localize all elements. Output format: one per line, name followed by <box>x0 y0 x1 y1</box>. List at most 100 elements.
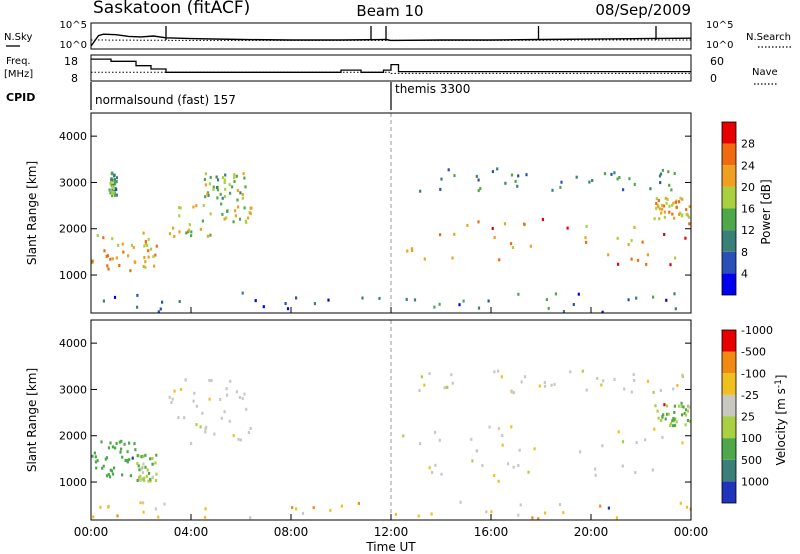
nave-label: Nave <box>752 67 778 78</box>
heatmap-cell <box>178 230 181 234</box>
heatmap-cell <box>600 383 603 387</box>
heatmap-cell <box>102 236 105 240</box>
heatmap-cell <box>204 195 207 199</box>
heatmap-cell <box>646 253 649 257</box>
heatmap-cell <box>656 204 659 208</box>
heatmap-cell <box>144 453 147 457</box>
heatmap-cell <box>154 253 157 257</box>
heatmap-cell <box>111 194 114 198</box>
heatmap-cell <box>689 507 691 511</box>
heatmap-cell <box>147 255 150 259</box>
heatmap-cell <box>510 390 513 394</box>
heatmap-cell <box>340 504 343 508</box>
heatmap-cell <box>295 507 298 511</box>
heatmap-cell <box>686 409 689 413</box>
heatmap-cell <box>220 416 223 420</box>
heatmap-cell <box>154 479 158 482</box>
power-colorbar-tick: 4 <box>741 267 748 280</box>
heatmap-cell <box>628 177 631 181</box>
heatmap-cell <box>678 213 681 216</box>
heatmap-cell <box>215 175 218 179</box>
heatmap-cell <box>203 178 206 181</box>
power-colorbar-segment <box>722 165 736 187</box>
heatmap-cell <box>686 419 690 422</box>
heatmap-cell <box>243 206 246 210</box>
heatmap-cell <box>113 173 116 177</box>
heatmap-cell <box>514 179 517 183</box>
heatmap-cell <box>229 191 232 195</box>
heatmap-cell <box>115 193 118 197</box>
heatmap-cell <box>153 264 156 268</box>
heatmap-cell <box>501 443 504 447</box>
heatmap-cell <box>149 247 153 251</box>
heatmap-cell <box>95 466 98 470</box>
heatmap-cell <box>223 410 226 414</box>
heatmap-cell <box>193 391 196 395</box>
heatmap-cell <box>204 507 207 511</box>
noise-right-tick-top: 10^5 <box>706 20 733 31</box>
heatmap-cell <box>559 185 562 189</box>
power-colorbar-segment <box>722 186 736 209</box>
heatmap-cell <box>139 474 142 478</box>
heatmap-cell <box>226 209 229 213</box>
heatmap-cell <box>688 222 691 226</box>
heatmap-cell <box>684 408 688 412</box>
heatmap-cell <box>168 232 172 236</box>
heatmap-cell <box>192 205 195 209</box>
heatmap-cell <box>529 244 532 248</box>
heatmap-cell <box>233 173 236 177</box>
heatmap-cell <box>644 438 647 442</box>
heatmap-cell <box>143 244 146 248</box>
heatmap-cell <box>249 206 252 210</box>
heatmap-cell <box>450 373 453 377</box>
heatmap-cell <box>121 242 124 246</box>
heatmap-cell <box>110 180 113 184</box>
heatmap-cell <box>451 256 454 260</box>
heatmap-cell <box>428 372 431 376</box>
heatmap-cell <box>121 455 124 459</box>
heatmap-cell <box>115 176 119 180</box>
heatmap-cell <box>458 303 461 307</box>
heatmap-cell <box>183 416 186 420</box>
heatmap-cell <box>657 199 660 202</box>
heatmap-cell <box>140 467 143 471</box>
heatmap-cell <box>671 419 674 423</box>
power-ytick-label: 1000 <box>59 269 87 282</box>
heatmap-cell <box>236 198 239 202</box>
heatmap-cell <box>622 188 625 192</box>
heatmap-cell <box>217 178 220 182</box>
heatmap-cell <box>159 307 162 311</box>
heatmap-cell <box>673 404 676 408</box>
heatmap-cell <box>243 176 246 180</box>
heatmap-cell <box>224 173 227 177</box>
power-colorbar-tick: 28 <box>741 138 755 151</box>
heatmap-cell <box>512 391 516 395</box>
heatmap-cell <box>669 422 673 426</box>
heatmap-cell <box>139 478 142 482</box>
heatmap-cell <box>143 256 146 259</box>
heatmap-cell <box>671 424 675 428</box>
heatmap-cell <box>635 441 638 445</box>
heatmap-cell <box>118 264 121 267</box>
heatmap-cell <box>329 508 332 512</box>
heatmap-cell <box>487 299 490 303</box>
heatmap-cell <box>232 434 235 438</box>
heatmap-cell <box>241 396 244 400</box>
noise-series-nsky <box>90 33 692 47</box>
heatmap-cell <box>247 431 250 434</box>
heatmap-cell <box>659 181 662 185</box>
heatmap-cell <box>668 183 671 187</box>
heatmap-cell <box>233 176 236 180</box>
heatmap-cell <box>676 384 679 387</box>
nsearch-label: N.Search <box>746 32 791 43</box>
heatmap-cell <box>206 234 209 238</box>
heatmap-cell <box>136 293 139 297</box>
heatmap-cell <box>633 182 636 186</box>
x-tick-label: 20:00 <box>574 525 609 539</box>
heatmap-cell <box>109 468 112 472</box>
heatmap-cell <box>187 230 190 234</box>
heatmap-cell <box>110 172 113 176</box>
velocity-colorbar-tick: -1000 <box>741 324 773 337</box>
heatmap-cell <box>687 215 691 219</box>
heatmap-cell <box>681 373 684 377</box>
